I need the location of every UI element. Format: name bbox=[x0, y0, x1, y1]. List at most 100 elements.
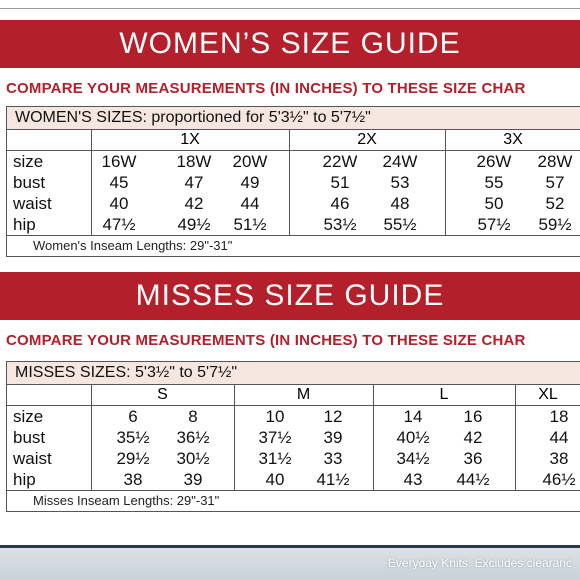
size-cell: 28W bbox=[537, 152, 573, 171]
size-cell: 40 bbox=[265, 470, 285, 489]
footer-band bbox=[0, 545, 580, 580]
size-cell: 44 bbox=[549, 428, 569, 447]
size-cell: 43 bbox=[403, 470, 423, 489]
column-divider bbox=[91, 406, 92, 490]
size-cell: 47½ bbox=[102, 215, 136, 234]
size-cell: 33 bbox=[323, 449, 343, 468]
size-cell: 41½ bbox=[316, 470, 350, 489]
womens-row-hip: hip 47½ 49½ 51½ 53½ 55½ 57½ 59½ bbox=[7, 214, 580, 235]
size-cell: 31½ bbox=[258, 449, 292, 468]
size-cell: 46½ bbox=[542, 470, 576, 489]
size-cell: 57½ bbox=[477, 215, 511, 234]
size-cell: 59½ bbox=[538, 215, 572, 234]
size-cell: 53 bbox=[390, 173, 410, 192]
footer-note: Everyday Knits. Excludes clearanc bbox=[387, 556, 572, 570]
size-cell: 20W bbox=[232, 152, 268, 171]
column-divider bbox=[91, 385, 92, 405]
column-divider bbox=[445, 151, 446, 235]
size-cell: 40 bbox=[109, 194, 129, 213]
row-label: bust bbox=[13, 173, 46, 192]
row-label: hip bbox=[13, 215, 36, 234]
group-label-s: S bbox=[157, 386, 168, 403]
column-divider bbox=[515, 385, 516, 405]
misses-size-table: MISSES SIZES: 5'3½" to 5'7½" S M L XL si… bbox=[6, 361, 580, 512]
size-cell: 51 bbox=[330, 173, 350, 192]
womens-group-row: 1X 2X 3X bbox=[7, 130, 580, 151]
womens-compare-text: COMPARE YOUR MEASUREMENTS (IN INCHES) TO… bbox=[6, 80, 526, 97]
group-label-2x: 2X bbox=[357, 131, 377, 148]
size-cell: 36 bbox=[463, 449, 483, 468]
size-cell: 38 bbox=[123, 470, 143, 489]
size-cell: 46 bbox=[330, 194, 350, 213]
womens-row-size: size 16W 18W 20W 22W 24W 26W 28W bbox=[7, 151, 580, 172]
footer-divider bbox=[0, 545, 580, 548]
size-cell: 24W bbox=[382, 152, 418, 171]
misses-inseam-note: Misses Inseam Lengths: 29"-31" bbox=[33, 493, 220, 508]
size-cell: 36½ bbox=[176, 428, 210, 447]
misses-data-block: size 6 8 10 12 14 16 18 bust 35½ 36½ 37½… bbox=[7, 406, 580, 491]
size-cell: 44½ bbox=[456, 470, 490, 489]
misses-banner: MISSES SIZE GUIDE bbox=[0, 272, 580, 320]
size-cell: 39 bbox=[183, 470, 203, 489]
size-cell: 6 bbox=[128, 407, 138, 426]
column-divider bbox=[234, 385, 235, 405]
size-cell: 55½ bbox=[383, 215, 417, 234]
womens-banner: WOMEN’S SIZE GUIDE bbox=[0, 20, 580, 68]
size-cell: 52 bbox=[545, 194, 565, 213]
group-label-l: L bbox=[439, 386, 449, 403]
row-label: size bbox=[13, 152, 44, 171]
womens-table-heading: WOMEN'S SIZES: proportioned for 5'3½" to… bbox=[7, 107, 580, 130]
misses-compare-text: COMPARE YOUR MEASUREMENTS (IN INCHES) TO… bbox=[6, 332, 526, 349]
size-cell: 48 bbox=[390, 194, 410, 213]
column-divider bbox=[515, 406, 516, 490]
column-divider bbox=[289, 151, 290, 235]
size-cell: 37½ bbox=[258, 428, 292, 447]
size-cell: 47 bbox=[184, 173, 204, 192]
size-cell: 55 bbox=[484, 173, 504, 192]
size-cell: 8 bbox=[188, 407, 198, 426]
size-cell: 42 bbox=[463, 428, 483, 447]
womens-size-table: WOMEN'S SIZES: proportioned for 5'3½" to… bbox=[6, 106, 580, 257]
size-cell: 30½ bbox=[176, 449, 210, 468]
size-cell: 14 bbox=[403, 407, 423, 426]
womens-banner-title: WOMEN’S SIZE GUIDE bbox=[119, 27, 461, 60]
misses-banner-title: MISSES SIZE GUIDE bbox=[135, 279, 445, 312]
column-divider bbox=[234, 406, 235, 490]
size-cell: 38 bbox=[549, 449, 569, 468]
column-divider bbox=[373, 385, 374, 405]
misses-row-bust: bust 35½ 36½ 37½ 39 40½ 42 44 bbox=[7, 427, 580, 448]
row-label: waist bbox=[13, 194, 52, 213]
size-cell: 49½ bbox=[177, 215, 211, 234]
size-cell: 44 bbox=[240, 194, 260, 213]
misses-row-hip: hip 38 39 40 41½ 43 44½ 46½ bbox=[7, 469, 580, 490]
column-divider bbox=[91, 151, 92, 235]
womens-row-waist: waist 40 42 44 46 48 50 52 bbox=[7, 193, 580, 214]
size-cell: 57 bbox=[545, 173, 565, 192]
size-cell: 22W bbox=[322, 152, 358, 171]
size-cell: 34½ bbox=[396, 449, 430, 468]
misses-table-heading: MISSES SIZES: 5'3½" to 5'7½" bbox=[7, 362, 580, 385]
size-cell: 16 bbox=[463, 407, 483, 426]
column-divider bbox=[445, 130, 446, 150]
row-label: bust bbox=[13, 428, 46, 447]
size-cell: 42 bbox=[184, 194, 204, 213]
size-cell: 16W bbox=[101, 152, 137, 171]
womens-data-block: size 16W 18W 20W 22W 24W 26W 28W bust 45… bbox=[7, 151, 580, 236]
column-divider bbox=[91, 130, 92, 150]
size-cell: 18W bbox=[176, 152, 212, 171]
group-label-m: M bbox=[296, 386, 311, 403]
row-label: waist bbox=[13, 449, 52, 468]
size-cell: 45 bbox=[109, 173, 129, 192]
row-label: hip bbox=[13, 470, 36, 489]
column-divider bbox=[289, 130, 290, 150]
size-cell: 39 bbox=[323, 428, 343, 447]
group-label-1x: 1X bbox=[180, 131, 200, 148]
size-cell: 40½ bbox=[396, 428, 430, 447]
womens-row-bust: bust 45 47 49 51 53 55 57 bbox=[7, 172, 580, 193]
size-cell: 10 bbox=[265, 407, 285, 426]
misses-row-waist: waist 29½ 30½ 31½ 33 34½ 36 38 bbox=[7, 448, 580, 469]
misses-group-row: S M L XL bbox=[7, 385, 580, 406]
group-label-3x: 3X bbox=[503, 131, 523, 148]
group-label-xl: XL bbox=[538, 386, 558, 403]
size-cell: 29½ bbox=[116, 449, 150, 468]
